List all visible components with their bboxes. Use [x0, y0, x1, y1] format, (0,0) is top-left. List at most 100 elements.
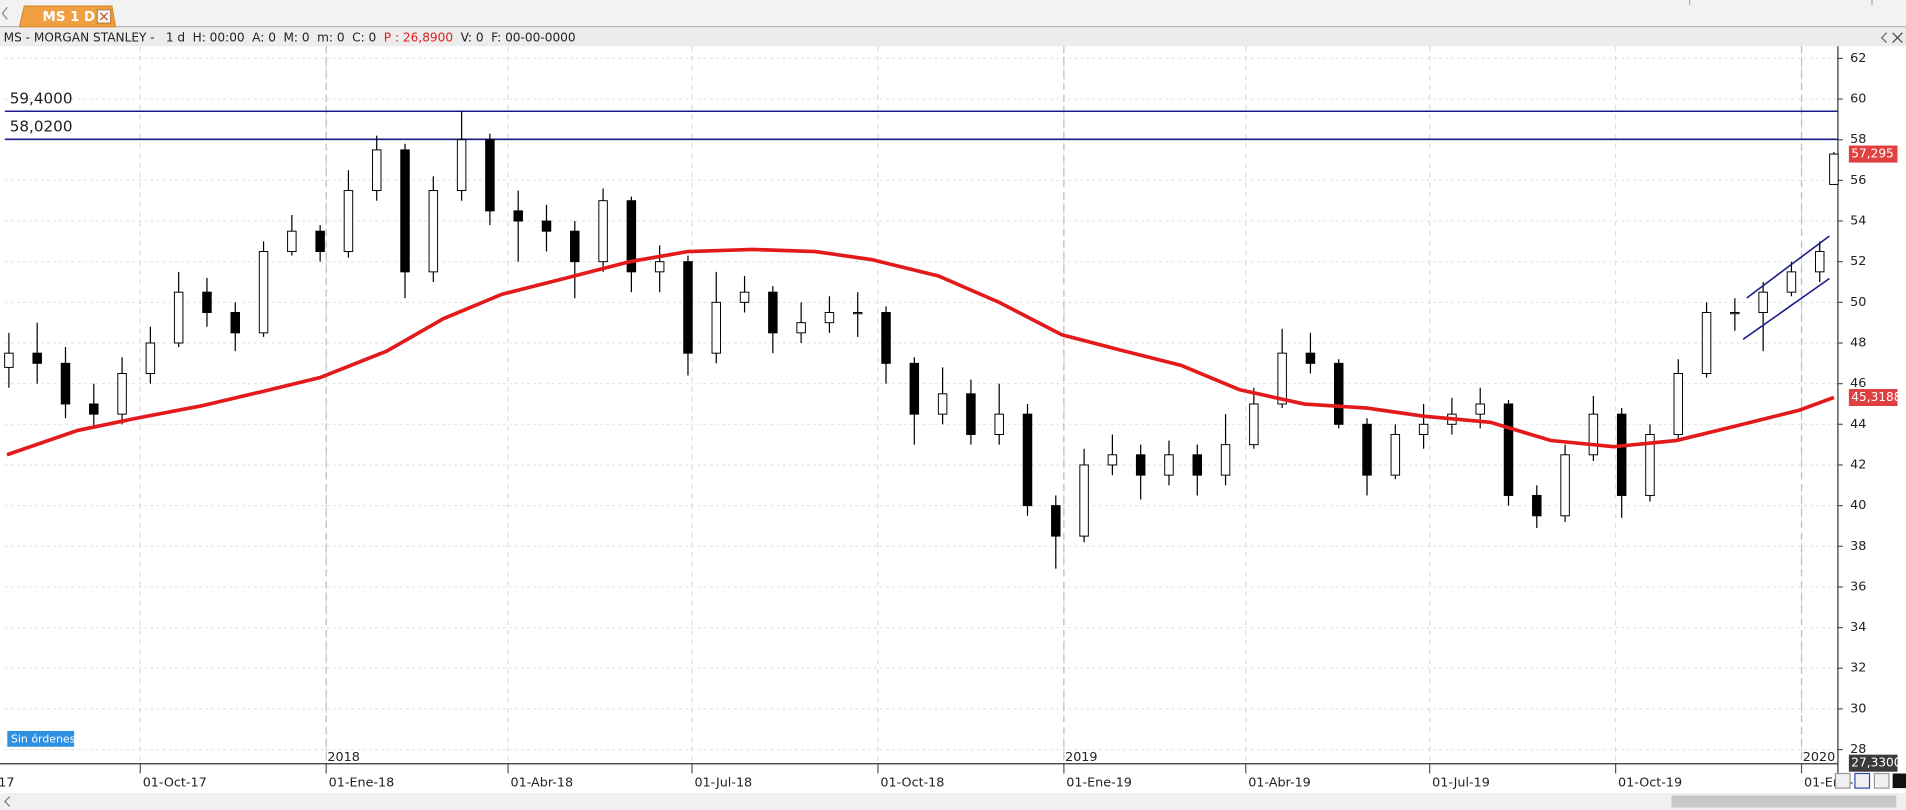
- y-tick-label: 28: [1850, 742, 1866, 757]
- candle-body: [371, 149, 382, 192]
- tab-title[interactable]: MS 1 D: [43, 10, 96, 25]
- candle-body: [683, 261, 693, 354]
- price-tag: [1848, 145, 1898, 163]
- scroll-thumb[interactable]: [1671, 795, 1897, 808]
- candle-body: [1022, 413, 1033, 507]
- candle-body: [32, 352, 42, 364]
- candle-body: [1588, 413, 1599, 456]
- y-tick-label: 42: [1850, 457, 1866, 472]
- channel-line[interactable]: [1742, 277, 1830, 340]
- candle-body: [1616, 413, 1627, 496]
- y-tick-label: 30: [1850, 701, 1866, 716]
- channel-line[interactable]: [1746, 235, 1830, 299]
- candle-body: [456, 139, 467, 192]
- candle-body: [202, 291, 212, 313]
- x-tick-label: 01-Jul-18: [694, 776, 752, 791]
- info-line: MS - MORGAN STANLEY - 1 d H: 00:00 A: 0 …: [4, 30, 576, 44]
- info-period: 1 d: [166, 30, 185, 44]
- info-field: A: 0: [252, 30, 276, 44]
- candle-body: [1220, 444, 1231, 476]
- candle-body: [400, 149, 410, 273]
- tab-scroll-left[interactable]: [1, 6, 8, 20]
- candle-body: [1645, 433, 1655, 496]
- candle-body: [230, 312, 240, 334]
- candle-body: [966, 393, 976, 435]
- candle-body: [1532, 494, 1542, 517]
- x-tick-label: 01-Abr-18: [511, 776, 574, 791]
- candle-body: [258, 251, 269, 334]
- close-button[interactable]: [1892, 32, 1903, 43]
- candle-body: [1814, 251, 1825, 273]
- price-tag: [1848, 388, 1898, 407]
- y-tick-label: 50: [1850, 295, 1866, 310]
- candle-body: [598, 200, 608, 263]
- candle-body: [1390, 433, 1401, 476]
- y-tick-label: 52: [1850, 254, 1866, 269]
- tool-button[interactable]: [1834, 772, 1851, 789]
- candle-body: [1701, 312, 1712, 374]
- candle-body: [513, 210, 523, 222]
- candle-body: [287, 230, 297, 253]
- price-tag-label: 45,3188: [1851, 390, 1901, 404]
- info-field: C: 0: [352, 30, 376, 44]
- candle-body: [1362, 423, 1372, 476]
- candle-body: [1277, 352, 1287, 405]
- candle-body: [739, 291, 750, 303]
- y-tick-label: 36: [1850, 579, 1866, 594]
- x-tick-label: 01-Oct-17: [143, 776, 207, 791]
- candle-body: [824, 312, 835, 324]
- tab-close-icon: [99, 12, 109, 21]
- candle-body: [768, 291, 778, 334]
- candle-body: [1730, 312, 1740, 315]
- x-tick-label: 01-Oct-19: [1618, 776, 1682, 791]
- tool-button[interactable]: [1854, 772, 1871, 789]
- candle-body: [1503, 403, 1514, 496]
- y-tick-label: 38: [1850, 539, 1866, 554]
- info-bar: [0, 27, 1906, 47]
- y-tick-label: 32: [1850, 661, 1866, 676]
- candle-body: [1051, 505, 1061, 537]
- scroll-left[interactable]: [4, 796, 11, 807]
- candle-body: [541, 220, 552, 232]
- y-tick-label: 34: [1850, 620, 1866, 635]
- candle-body: [1673, 373, 1684, 435]
- tab[interactable]: [18, 5, 117, 28]
- candle-body: [1829, 153, 1839, 185]
- candle-body: [852, 312, 863, 315]
- tool-button[interactable]: [1892, 773, 1906, 789]
- candle-body: [1107, 454, 1118, 466]
- candle-body: [315, 230, 325, 253]
- year-label: 2019: [1065, 750, 1097, 765]
- x-tick-label: 01-Abr-19: [1248, 776, 1311, 791]
- x-tick-label: 01-Ene-18: [329, 776, 395, 791]
- candle-body: [1475, 403, 1485, 415]
- candle-body: [1079, 464, 1089, 537]
- y-tick-label: 46: [1850, 376, 1866, 391]
- x-tick-label: 01-Ene-19: [1066, 776, 1132, 791]
- candle-body: [796, 322, 806, 334]
- candle-body: [994, 413, 1004, 435]
- y-tick-label: 60: [1850, 92, 1866, 107]
- candle-body: [909, 362, 920, 415]
- candle-body: [485, 139, 495, 212]
- info-field: m: 0: [317, 30, 345, 44]
- candle-body: [60, 362, 71, 405]
- candle-body: [1786, 271, 1797, 293]
- x-tick-label: 01-Oct-18: [880, 776, 944, 791]
- candle-body: [173, 291, 184, 344]
- candle-body: [626, 200, 637, 273]
- y-tick-label: 48: [1850, 335, 1866, 350]
- collapse-button[interactable]: [1880, 32, 1887, 43]
- info-field: M: 0: [283, 30, 309, 44]
- candle-body: [1192, 454, 1203, 476]
- tool-button[interactable]: [1873, 772, 1890, 789]
- info-field: H: 00:00: [193, 30, 245, 44]
- candle-body: [145, 342, 156, 374]
- candle-body: [1560, 454, 1570, 517]
- candle-body: [937, 393, 948, 415]
- status-box: [7, 730, 75, 747]
- moving-average: [6, 247, 1835, 457]
- scrollbar[interactable]: [0, 792, 1906, 810]
- candle-body: [1249, 403, 1259, 446]
- price-tag-label: 57,295: [1851, 147, 1893, 161]
